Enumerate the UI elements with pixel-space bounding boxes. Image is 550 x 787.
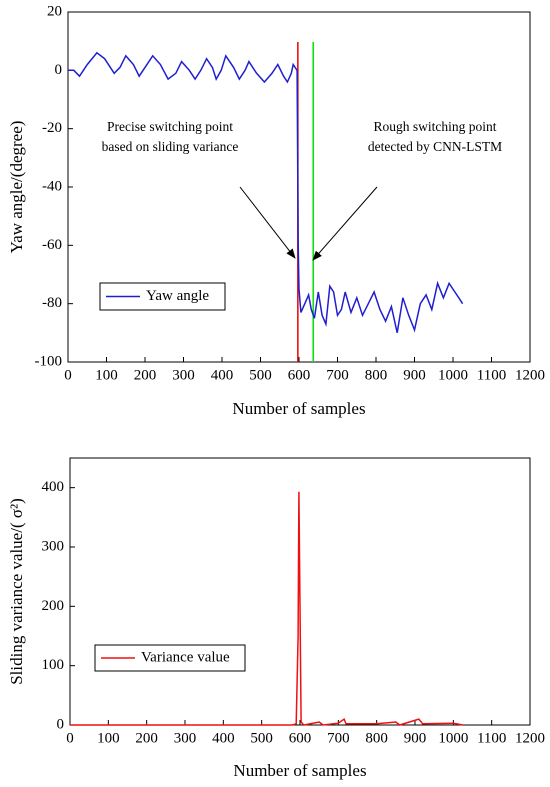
x-tick-label: 500 xyxy=(250,730,273,746)
x-tick-label: 600 xyxy=(288,367,311,383)
x-tick-label: 300 xyxy=(172,367,195,383)
y-tick-label: 0 xyxy=(57,716,65,732)
y-axis-label: Yaw angle/(degree) xyxy=(7,121,26,254)
x-tick-label: 1100 xyxy=(477,367,506,383)
annotation-arrow xyxy=(312,186,378,261)
y-tick-label: 400 xyxy=(42,479,65,495)
y-tick-label: 100 xyxy=(42,657,65,673)
x-tick-label: 0 xyxy=(66,730,74,746)
y-tick-label: -80 xyxy=(42,295,62,311)
x-tick-label: 200 xyxy=(134,367,157,383)
x-tick-label: 1200 xyxy=(515,730,545,746)
x-tick-label: 700 xyxy=(326,367,349,383)
x-tick-label: 1200 xyxy=(515,367,545,383)
x-tick-label: 1000 xyxy=(438,367,468,383)
x-tick-label: 800 xyxy=(365,367,388,383)
y-tick-label: 0 xyxy=(55,62,63,78)
y-tick-label: -20 xyxy=(42,120,62,136)
y-tick-label: -100 xyxy=(35,353,63,369)
data-line xyxy=(68,51,464,333)
x-tick-label: 900 xyxy=(403,367,426,383)
annotation: Precise switching point xyxy=(107,119,233,134)
x-tick-label: 300 xyxy=(174,730,197,746)
x-tick-label: 1100 xyxy=(477,730,506,746)
data-line xyxy=(70,491,464,726)
annotation: Rough switching point xyxy=(373,119,496,134)
x-tick-label: 1000 xyxy=(438,730,468,746)
y-axis-label: Sliding variance value/( σ²) xyxy=(7,498,26,685)
legend-label: Yaw angle xyxy=(146,288,209,304)
x-axis-label: Number of samples xyxy=(232,399,365,418)
x-tick-label: 0 xyxy=(64,367,72,383)
annotation-arrow xyxy=(239,186,296,259)
x-tick-label: 600 xyxy=(289,730,312,746)
y-tick-label: -60 xyxy=(42,237,62,253)
x-tick-label: 400 xyxy=(212,730,235,746)
y-tick-label: 20 xyxy=(47,3,62,19)
annotation: detected by CNN-LSTM xyxy=(368,139,502,154)
x-tick-label: 200 xyxy=(135,730,158,746)
legend-label: Variance value xyxy=(141,649,230,665)
x-tick-label: 100 xyxy=(97,730,120,746)
y-tick-label: 300 xyxy=(42,538,65,554)
x-tick-label: 100 xyxy=(95,367,118,383)
x-tick-label: 500 xyxy=(249,367,272,383)
x-tick-label: 900 xyxy=(404,730,427,746)
annotation: based on sliding variance xyxy=(102,139,239,154)
x-axis-label: Number of samples xyxy=(233,761,366,780)
x-tick-label: 800 xyxy=(365,730,388,746)
y-tick-label: -40 xyxy=(42,178,62,194)
x-tick-label: 400 xyxy=(211,367,234,383)
x-tick-label: 700 xyxy=(327,730,350,746)
y-tick-label: 200 xyxy=(42,598,65,614)
